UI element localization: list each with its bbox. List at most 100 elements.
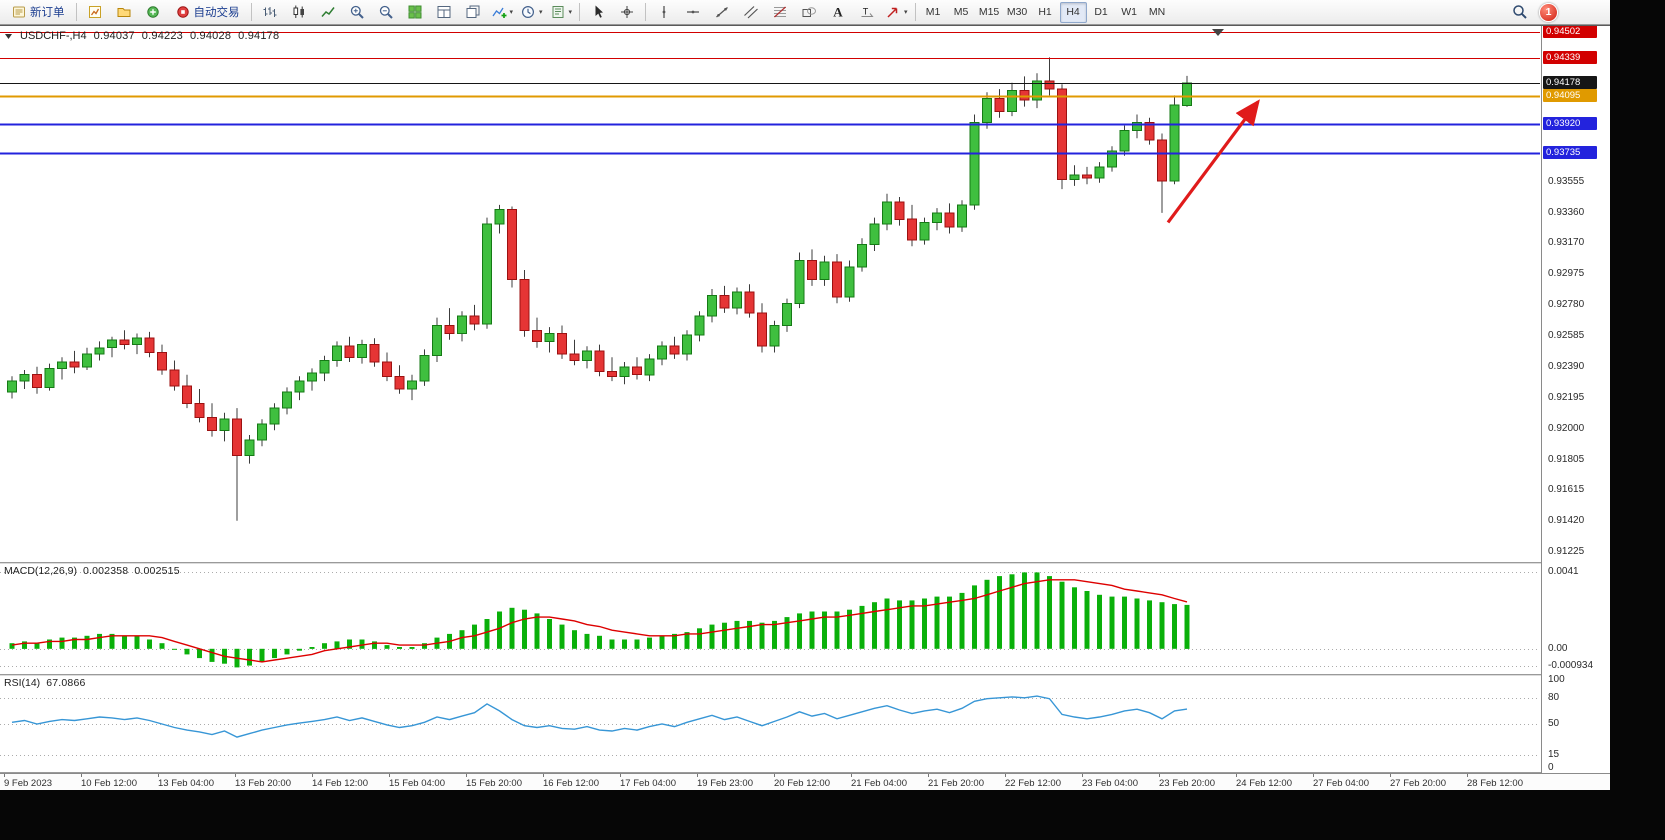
macd-chart — [0, 564, 1540, 674]
price-scale-label: 0.92000 — [1548, 422, 1585, 434]
price-scale-label: 0.91225 — [1548, 545, 1585, 557]
time-tick — [158, 774, 159, 777]
search-icon — [1512, 4, 1528, 20]
price-scale-label: 0.93170 — [1548, 237, 1585, 249]
time-tick — [312, 774, 313, 777]
chart-header: USDCHF-,H4 0.94037 0.94223 0.94028 0.941… — [4, 30, 279, 42]
timeframe-button-m1[interactable]: M1 — [925, 6, 941, 18]
trend-arrow-annotation — [1166, 99, 1260, 224]
pane-separator[interactable] — [0, 562, 1610, 564]
time-tick — [697, 774, 698, 777]
text-icon: A — [830, 4, 846, 20]
line-chart-icon[interactable] — [314, 1, 342, 24]
zoom-out-icon[interactable] — [372, 1, 400, 24]
price-scale-label: 0.92195 — [1548, 391, 1585, 403]
price-tag: 0.94502 — [1543, 26, 1597, 38]
crosshair-icon[interactable] — [613, 1, 641, 24]
price-scale-label: 0.91615 — [1548, 483, 1585, 495]
macd-main-value: 0.002358 — [82, 565, 129, 577]
trendline-icon[interactable] — [708, 1, 736, 24]
new-order-button[interactable]: 新订单 — [4, 1, 72, 24]
time-axis-label: 27 Feb 20:00 — [1390, 778, 1446, 789]
price-scale-label: 0.92390 — [1548, 360, 1585, 372]
horizontal-line-icon[interactable] — [679, 1, 707, 24]
cursor-icon — [590, 4, 606, 20]
time-tick — [1313, 774, 1314, 777]
main-chart-pane[interactable]: USDCHF-,H4 0.94037 0.94223 0.94028 0.941… — [0, 28, 1540, 562]
notification-badge[interactable]: 1 — [1539, 2, 1558, 22]
periods-icon[interactable]: ▾ — [517, 1, 546, 24]
price-tag: 0.94095 — [1543, 89, 1597, 103]
timeframe-button-h4[interactable]: H4 — [1059, 1, 1087, 23]
chart-window: USDCHF-,H4 0.94037 0.94223 0.94028 0.941… — [0, 25, 1611, 791]
search-icon[interactable] — [1506, 1, 1534, 24]
profiles-icon[interactable] — [110, 1, 138, 24]
time-tick — [466, 774, 467, 777]
rsi-pane[interactable]: RSI(14) 67.0866 — [0, 676, 1540, 772]
label-icon: T — [859, 4, 875, 20]
periods-icon — [520, 4, 536, 20]
auto-trading-button[interactable]: 自动交易 — [168, 1, 247, 24]
time-axis-label: 27 Feb 04:00 — [1313, 778, 1369, 789]
time-axis-label: 14 Feb 12:00 — [312, 778, 368, 789]
arrange-windows-icon[interactable] — [430, 1, 458, 24]
new-chart-icon — [87, 4, 103, 20]
dropdown-caret-icon: ▾ — [904, 9, 908, 16]
timeframe-button-mn[interactable]: MN — [1148, 6, 1166, 18]
zoom-in-icon[interactable] — [343, 1, 371, 24]
cascade-windows-icon[interactable] — [459, 1, 487, 24]
macd-pane[interactable]: MACD(12,26,9) 0.002358 0.002515 — [0, 564, 1540, 674]
price-chart[interactable] — [0, 28, 1540, 562]
arrows-icon[interactable]: ▾ — [882, 1, 911, 24]
time-axis[interactable]: 9 Feb 2023 10 Feb 12:00 13 Feb 04:00 13 Feb… — [0, 773, 1610, 791]
bar-chart-icon[interactable] — [256, 1, 284, 24]
tile-windows-icon[interactable] — [401, 1, 429, 24]
text-icon[interactable]: A — [824, 1, 852, 24]
crosshair-icon — [619, 4, 635, 20]
timeframe-button-m5[interactable]: M5 — [953, 6, 969, 18]
channel-icon[interactable] — [737, 1, 765, 24]
time-tick — [1236, 774, 1237, 777]
pane-separator[interactable] — [0, 674, 1610, 676]
macd-axis-label: -0.000934 — [1548, 660, 1594, 672]
candlestick-chart-icon — [291, 4, 307, 20]
price-scale-label: 0.91805 — [1548, 453, 1585, 465]
rsi-axis-label: 100 — [1548, 674, 1565, 686]
time-tick — [774, 774, 775, 777]
fibonacci-icon[interactable] — [766, 1, 794, 24]
refresh-icon — [145, 4, 161, 20]
price-scale-label: 0.93360 — [1548, 206, 1585, 218]
templates-icon[interactable]: ▾ — [547, 1, 576, 24]
timeframe-button-d1[interactable]: D1 — [1094, 6, 1108, 18]
chart-menu-icon[interactable] — [4, 32, 13, 41]
arrows-icon — [885, 4, 901, 20]
zoom-out-icon — [378, 4, 394, 20]
time-tick — [389, 774, 390, 777]
time-axis-label: 13 Feb 20:00 — [235, 778, 291, 789]
price-axis[interactable]: 0.93555 0.93360 0.93170 0.92975 0.92780 0.925… — [1541, 26, 1611, 773]
timeframe-button-w1[interactable]: W1 — [1121, 6, 1137, 18]
timeframe-button-h1[interactable]: H1 — [1038, 6, 1052, 18]
vertical-line-icon[interactable] — [650, 1, 678, 24]
time-tick — [1467, 774, 1468, 777]
macd-indicator-name: MACD(12,26,9) — [4, 565, 77, 577]
macd-signal-value: 0.002515 — [134, 565, 180, 577]
time-tick — [928, 774, 929, 777]
line-chart-icon — [320, 4, 336, 20]
candlestick-chart-icon[interactable] — [285, 1, 313, 24]
shapes-icon[interactable] — [795, 1, 823, 24]
label-icon[interactable]: T — [853, 1, 881, 24]
indicators-icon[interactable]: ▾ — [488, 1, 517, 24]
refresh-icon[interactable] — [139, 1, 167, 24]
time-tick — [851, 774, 852, 777]
new-chart-icon[interactable] — [81, 1, 109, 24]
timeframe-button-m15[interactable]: M15 — [978, 6, 1000, 18]
price-scale-label: 0.92780 — [1548, 298, 1585, 310]
time-axis-label: 9 Feb 2023 — [4, 778, 53, 789]
chart-symbol-period: USDCHF-,H4 — [20, 30, 87, 42]
cursor-icon[interactable] — [584, 1, 612, 24]
time-tick — [1159, 774, 1160, 777]
timeframe-button-m30[interactable]: M30 — [1006, 6, 1028, 18]
indicators-icon — [491, 4, 507, 20]
chart-low-value: 0.94028 — [189, 30, 232, 42]
